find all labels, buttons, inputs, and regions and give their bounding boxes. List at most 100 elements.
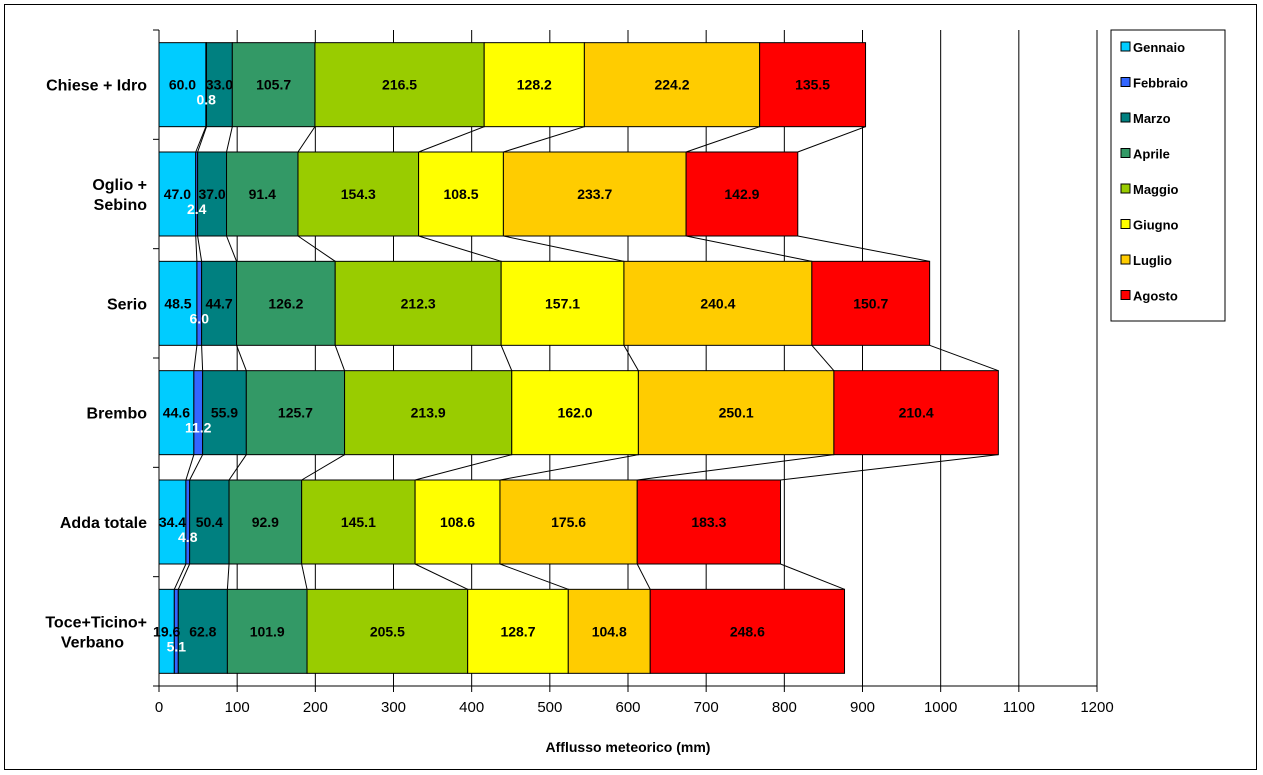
bar-segment bbox=[567, 588, 651, 674]
category-label: Oglio + Sebino bbox=[92, 177, 147, 214]
data-label: 91.4 bbox=[249, 186, 276, 202]
data-label: 175.6 bbox=[551, 514, 586, 530]
data-label: 162.0 bbox=[558, 405, 593, 421]
bar-segment bbox=[483, 42, 585, 128]
data-label: 55.9 bbox=[211, 405, 238, 421]
connector-line bbox=[685, 126, 760, 153]
connector-line bbox=[173, 563, 187, 590]
data-label: 5.1 bbox=[167, 638, 187, 654]
data-label: 44.7 bbox=[205, 295, 232, 311]
bar-segment bbox=[418, 151, 504, 237]
x-tick-label: 900 bbox=[850, 699, 875, 716]
bar-segment bbox=[201, 260, 238, 346]
bar-segment bbox=[759, 42, 867, 128]
legend-swatch bbox=[1120, 77, 1131, 87]
data-label: 183.3 bbox=[691, 514, 726, 530]
category-label: Chiese + Idro bbox=[46, 78, 147, 95]
legend-swatch bbox=[1120, 183, 1131, 194]
legend-swatch bbox=[1120, 148, 1131, 158]
data-label: 2.4 bbox=[187, 201, 207, 217]
data-label: 101.9 bbox=[250, 623, 285, 639]
connector-line bbox=[226, 235, 238, 262]
data-label: 212.3 bbox=[401, 295, 436, 311]
data-label: 47.0 bbox=[164, 186, 191, 202]
connector-line bbox=[197, 235, 203, 262]
data-label: 33.0 bbox=[206, 77, 233, 93]
bar-segment bbox=[583, 42, 761, 128]
data-label: 34.4 bbox=[159, 514, 186, 530]
data-label: 4.8 bbox=[178, 529, 198, 545]
legend-entry: Gennaio bbox=[1133, 40, 1185, 55]
category-label: Adda totale bbox=[60, 515, 147, 532]
x-tick-label: 300 bbox=[381, 699, 406, 716]
x-tick-label: 400 bbox=[459, 699, 484, 716]
legend-swatch bbox=[1120, 41, 1131, 52]
data-label: 60.0 bbox=[169, 77, 196, 93]
data-label: 108.6 bbox=[440, 514, 475, 530]
connector-line bbox=[185, 454, 195, 481]
bar-segment bbox=[314, 42, 485, 128]
legend-box bbox=[1110, 29, 1226, 322]
connector-line bbox=[780, 454, 999, 481]
legend-entry: Aprile bbox=[1133, 147, 1170, 162]
connector-line bbox=[297, 126, 316, 153]
connector-line bbox=[414, 563, 468, 590]
connector-line bbox=[500, 345, 513, 371]
data-label: 44.6 bbox=[163, 405, 190, 421]
data-label: 213.9 bbox=[411, 405, 446, 421]
bar-segment bbox=[228, 479, 303, 565]
legend: Gennaio Febbraio Marzo Aprile Maggio Giugno Lu… bbox=[1110, 29, 1226, 322]
connector-line bbox=[418, 235, 502, 262]
connector-line bbox=[797, 126, 866, 153]
connector-line bbox=[929, 344, 999, 372]
data-label: 205.5 bbox=[370, 623, 405, 639]
x-tick-label: 0 bbox=[155, 699, 163, 716]
axes: 0 100 200 300 400 500 600 700 800 900 1000 1100 1200 bbox=[153, 29, 1114, 716]
bar-segment bbox=[623, 260, 813, 346]
bar-segment bbox=[502, 151, 687, 237]
connector-line bbox=[503, 235, 625, 262]
bar-segment bbox=[344, 370, 513, 456]
data-label: 248.6 bbox=[730, 623, 765, 639]
bar-segment bbox=[685, 151, 799, 237]
legend-entry: Maggio bbox=[1133, 182, 1179, 197]
connector-line bbox=[414, 454, 512, 481]
bar-segment bbox=[158, 42, 207, 128]
connector-line bbox=[418, 126, 485, 153]
connector-line bbox=[301, 563, 308, 590]
data-label: 11.2 bbox=[185, 420, 212, 436]
bar-segment bbox=[236, 260, 336, 346]
connector-line bbox=[177, 563, 191, 590]
bar-segment bbox=[334, 260, 502, 346]
connector-line bbox=[811, 345, 835, 371]
x-tick-label: 1100 bbox=[1003, 699, 1035, 716]
data-label: 233.7 bbox=[577, 186, 612, 202]
data-label: 0.8 bbox=[196, 92, 216, 108]
data-label: 157.1 bbox=[545, 295, 580, 311]
legend-swatch bbox=[1120, 254, 1131, 265]
connector-line bbox=[297, 235, 336, 262]
bar-segment bbox=[226, 151, 299, 237]
connector-line bbox=[334, 345, 346, 371]
data-label: 224.2 bbox=[654, 77, 689, 93]
data-label: 128.2 bbox=[517, 77, 552, 93]
bar-segment bbox=[301, 479, 416, 565]
bar-segment bbox=[231, 42, 316, 128]
x-tick-label: 200 bbox=[303, 699, 328, 716]
data-label: 50.4 bbox=[196, 514, 223, 530]
x-tick-label: 800 bbox=[772, 699, 797, 716]
bar-segment bbox=[185, 479, 191, 565]
data-label: 37.0 bbox=[198, 186, 225, 202]
connector-line bbox=[228, 454, 247, 481]
bar-segment bbox=[306, 588, 469, 674]
data-label: 126.2 bbox=[268, 295, 303, 311]
data-label: 150.7 bbox=[853, 295, 888, 311]
data-label: 250.1 bbox=[719, 405, 754, 421]
data-label: 48.5 bbox=[164, 295, 191, 311]
data-label: 92.9 bbox=[252, 514, 279, 530]
x-tick-label: 1000 bbox=[924, 699, 957, 716]
connector-line bbox=[236, 345, 247, 371]
connector-line bbox=[503, 126, 585, 153]
connector-line bbox=[226, 563, 230, 590]
category-label: Serio bbox=[107, 296, 147, 313]
